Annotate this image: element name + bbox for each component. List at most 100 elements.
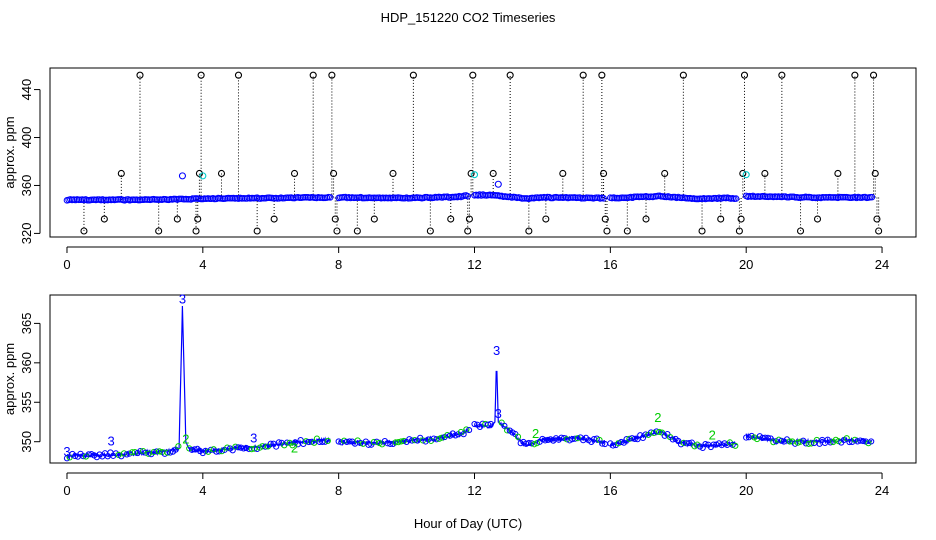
data-point [80, 453, 87, 460]
data-point [321, 438, 329, 445]
outlier-point [100, 215, 108, 223]
outlier-point [409, 71, 417, 79]
outlier-point [469, 71, 477, 79]
data-point [346, 438, 353, 445]
outlier-point [717, 215, 725, 223]
outlier-point [737, 215, 745, 223]
x-tick-label: 4 [199, 257, 206, 272]
outlier-point [270, 215, 278, 223]
data-point [357, 439, 364, 447]
data-point [574, 435, 581, 442]
outlier-point [330, 169, 338, 178]
data-point [178, 172, 186, 180]
data-point [463, 426, 470, 433]
data-point [868, 438, 875, 445]
data-point [609, 442, 617, 449]
outlier-point [834, 169, 842, 178]
outlier-point [506, 71, 514, 79]
data-point [775, 436, 782, 443]
data-point [710, 441, 717, 448]
outlier-point [778, 71, 786, 79]
data-label: 3 [63, 444, 70, 459]
data-point [558, 434, 565, 441]
x-tick-label: 20 [739, 483, 753, 498]
outlier-point [489, 169, 497, 178]
outlier-point [253, 227, 261, 235]
y-axis-label: approx. ppm [2, 116, 17, 188]
data-point [142, 449, 149, 456]
x-tick-label: 24 [875, 257, 889, 272]
outlier-point [875, 227, 883, 235]
outlier-point [465, 215, 473, 223]
data-label: 3 [250, 430, 257, 445]
data-label: 3 [493, 343, 500, 358]
data-point [797, 438, 804, 445]
data-point [642, 431, 649, 438]
outlier-point [234, 71, 243, 79]
outlier-point [869, 71, 878, 79]
outlier-point [579, 71, 587, 79]
data-label: 3 [495, 406, 502, 421]
data-point [365, 441, 372, 448]
outlier-point [735, 227, 743, 235]
outlier-point [813, 215, 822, 223]
plot-frame [49, 294, 917, 464]
data-point-alt [199, 172, 207, 180]
y-axis-label: approx. ppm [2, 343, 17, 415]
outlier-point [525, 227, 533, 235]
y-tick-label: 360 [19, 175, 34, 197]
data-point [207, 446, 215, 453]
data-point [175, 443, 182, 450]
data-point [273, 443, 280, 450]
data-point [770, 439, 777, 446]
data-point [107, 449, 114, 456]
outlier-point [290, 169, 299, 178]
outlier-point [796, 227, 805, 235]
outlier-point [871, 169, 879, 178]
data-point [732, 442, 739, 449]
outlier-point [601, 215, 609, 223]
data-point [791, 440, 799, 447]
data-point [191, 446, 198, 453]
outlier-point [117, 169, 125, 178]
outlier-point [464, 227, 472, 235]
data-point [786, 438, 793, 445]
outlier-point [761, 169, 769, 178]
data-point [224, 444, 231, 451]
outlier-point [331, 215, 339, 223]
data-point [400, 437, 407, 445]
data-point [729, 441, 736, 448]
data-point [484, 421, 492, 428]
data-point [778, 437, 785, 444]
data-point [283, 439, 291, 446]
data-point [308, 438, 315, 445]
outlier-point [598, 71, 606, 79]
data-point-alt [742, 171, 750, 179]
outlier-point [600, 169, 608, 178]
data-point [732, 195, 740, 202]
data-point [63, 455, 71, 462]
outlier-point [389, 169, 397, 178]
x-tick-label: 8 [335, 257, 342, 272]
data-point [743, 434, 750, 441]
y-tick-label: 400 [19, 127, 34, 149]
outlier-point [679, 71, 687, 79]
data-label: 3 [108, 434, 115, 449]
outlier-point [217, 169, 226, 178]
outlier-point [698, 227, 706, 235]
outlier-point [80, 227, 88, 235]
data-point [599, 440, 606, 447]
data-point [262, 443, 269, 450]
outlier-point [136, 71, 144, 79]
y-tick-label: 365 [19, 313, 34, 335]
x-axis-label: Hour of Day (UTC) [414, 516, 522, 531]
data-point [794, 439, 801, 446]
data-point [216, 448, 223, 455]
y-tick-label: 440 [19, 79, 34, 101]
data-point [411, 437, 418, 444]
x-tick-label: 20 [739, 257, 753, 272]
data-point [326, 194, 334, 201]
outlier-point [851, 71, 859, 79]
data-label-secondary: 2 [654, 410, 661, 425]
data-point [433, 436, 440, 443]
